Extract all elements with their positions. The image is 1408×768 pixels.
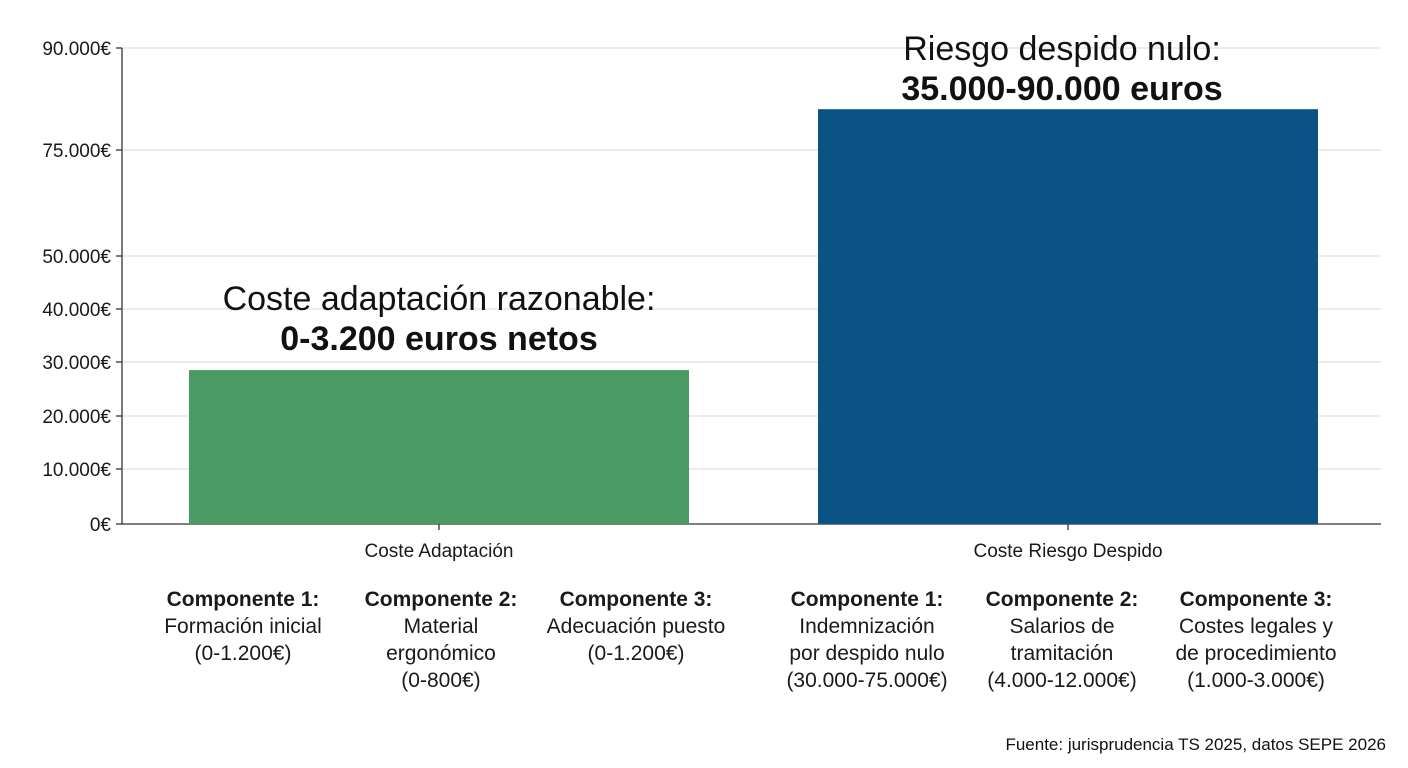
- bar-annotation-range: 0-3.200 euros netos: [280, 320, 597, 358]
- y-tick-label: 30.000€: [42, 353, 111, 374]
- component-detail: Costes legales y: [1178, 615, 1334, 638]
- y-tick-label: 90.000€: [42, 39, 111, 60]
- y-tick-label: 50.000€: [42, 247, 111, 268]
- y-tick-label: 0€: [90, 515, 112, 536]
- component-title: Componente 2:: [985, 588, 1139, 611]
- component-adaptacion-1: Componente 1: Formación inicial (0-1.200€): [143, 586, 343, 667]
- x-category-label: Coste Riesgo Despido: [973, 541, 1162, 562]
- component-title: Componente 3:: [559, 588, 713, 611]
- component-detail: Salarios de: [1009, 615, 1115, 638]
- component-adaptacion-3: Componente 3: Adecuación puesto (0-1.200€): [536, 586, 736, 667]
- component-despido-1: Componente 1: Indemnización por despido nu…: [767, 586, 967, 694]
- source-note: Fuente: jurisprudencia TS 2025, datos SE…: [1005, 735, 1386, 754]
- component-adaptacion-2: Componente 2: Material ergonómico (0-800€): [341, 586, 541, 694]
- y-tick-label: 10.000€: [42, 460, 111, 481]
- bar-despido: [818, 109, 1318, 524]
- x-category-label: Coste Adaptación: [365, 541, 514, 562]
- component-detail: tramitación: [1010, 642, 1114, 665]
- component-title: Componente 2:: [364, 588, 518, 611]
- component-title: Componente 1:: [166, 588, 320, 611]
- bar-adaptacion: [189, 370, 689, 524]
- component-detail: (1.000-3.000€): [1187, 669, 1325, 692]
- y-tick-label: 40.000€: [42, 300, 111, 321]
- component-detail: (0-800€): [401, 669, 481, 692]
- component-detail: ergonómico: [386, 642, 496, 665]
- component-detail: Adecuación puesto: [546, 615, 726, 638]
- bar-annotation-title: Riesgo despido nulo:: [903, 30, 1221, 68]
- component-detail: (0-1.200€): [194, 642, 292, 665]
- component-detail: (4.000-12.000€): [987, 669, 1137, 692]
- component-despido-3: Componente 3: Costes legales y de procedim…: [1156, 586, 1356, 694]
- bar-annotation-range: 35.000-90.000 euros: [901, 70, 1222, 108]
- bar-annotation-title: Coste adaptación razonable:: [223, 280, 656, 318]
- component-detail: (30.000-75.000€): [786, 669, 948, 692]
- component-detail: Indemnización: [799, 615, 935, 638]
- component-title: Componente 3:: [1179, 588, 1333, 611]
- component-despido-2: Componente 2: Salarios de tramitación (4.00…: [962, 586, 1162, 694]
- component-detail: (0-1.200€): [587, 642, 685, 665]
- component-detail: de procedimiento: [1175, 642, 1337, 665]
- y-tick-label: 75.000€: [42, 141, 111, 162]
- component-detail: por despido nulo: [789, 642, 945, 665]
- component-detail: Material: [403, 615, 479, 638]
- component-title: Componente 1:: [790, 588, 944, 611]
- component-detail: Formación inicial: [164, 615, 322, 638]
- y-tick-label: 20.000€: [42, 407, 111, 428]
